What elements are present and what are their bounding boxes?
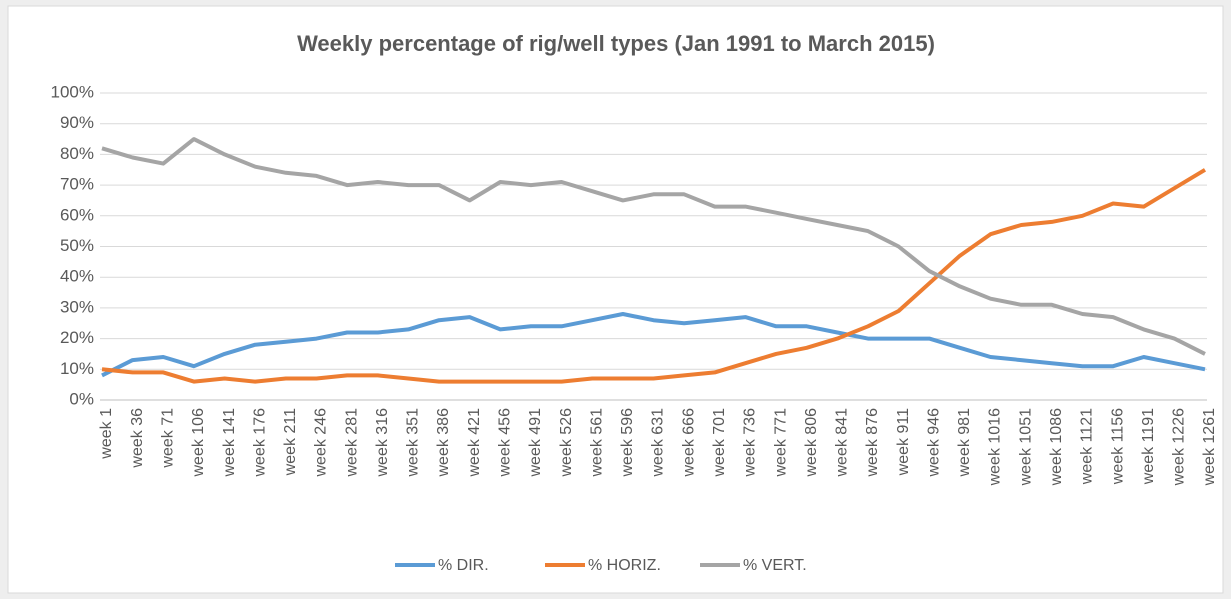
- x-tick-label: week 1086: [1048, 408, 1065, 486]
- y-tick-label: 60%: [60, 205, 94, 224]
- x-tick-label: week 106: [190, 408, 207, 478]
- y-tick-label: 20%: [60, 328, 94, 347]
- x-tick-label: week 771: [772, 408, 789, 478]
- x-tick-label: week 701: [711, 408, 728, 478]
- x-tick-label: week 1051: [1017, 408, 1034, 486]
- series-line: [101, 168, 1207, 384]
- x-tick-label: week 561: [588, 408, 605, 478]
- y-tick-label: 10%: [60, 359, 94, 378]
- x-tick-label: week 1121: [1079, 408, 1096, 485]
- x-tick-label: week 1261: [1201, 408, 1218, 486]
- x-tick-label: week 526: [558, 408, 575, 478]
- x-tick-label: week 981: [956, 408, 973, 478]
- x-tick-label: week 736: [742, 408, 759, 478]
- x-tick-label: week 176: [251, 408, 268, 478]
- x-tick-label: week 631: [650, 408, 667, 478]
- x-tick-label: week 211: [282, 408, 299, 476]
- x-tick-label: week 806: [803, 408, 820, 478]
- x-tick-label: week 911: [895, 408, 912, 476]
- x-tick-label: week 71: [159, 408, 176, 469]
- x-tick-label: week 246: [313, 408, 330, 478]
- series-line: [101, 312, 1206, 378]
- x-tick-label: week 876: [864, 408, 881, 478]
- x-tick-label: week 596: [619, 408, 636, 478]
- chart-area: [7, 5, 1224, 594]
- x-tick-label: week 491: [527, 408, 544, 478]
- legend-label: % DIR.: [438, 557, 489, 574]
- x-tick-label: week 1191: [1140, 408, 1157, 485]
- y-tick-label: 90%: [60, 113, 94, 132]
- x-tick-label: week 1156: [1109, 408, 1126, 485]
- chart-title: Weekly percentage of rig/well types (Jan…: [297, 31, 935, 56]
- x-tick-label: week 1: [98, 408, 115, 460]
- x-tick-label: week 1016: [987, 408, 1004, 486]
- x-tick-label: week 421: [466, 408, 483, 478]
- x-tick-label: week 386: [435, 408, 452, 478]
- legend-label: % HORIZ.: [588, 557, 661, 574]
- x-tick-label: week 281: [343, 408, 360, 478]
- x-tick-label: week 141: [221, 408, 238, 478]
- y-tick-label: 70%: [60, 175, 94, 194]
- y-tick-label: 80%: [60, 144, 94, 163]
- x-tick-label: week 946: [925, 408, 942, 478]
- y-tick-label: 100%: [51, 82, 94, 101]
- x-tick-label: week 841: [834, 408, 851, 478]
- y-tick-label: 0%: [69, 389, 94, 408]
- series-line: [101, 137, 1206, 356]
- x-tick-label: week 36: [129, 408, 146, 469]
- y-tick-label: 40%: [60, 267, 94, 286]
- y-tick-label: 50%: [60, 236, 94, 255]
- x-tick-label: week 666: [680, 408, 697, 478]
- x-tick-label: week 316: [374, 408, 391, 478]
- y-tick-label: 30%: [60, 297, 94, 316]
- x-tick-label: week 456: [497, 408, 514, 478]
- legend-label: % VERT.: [743, 557, 807, 574]
- x-tick-label: week 1226: [1171, 408, 1188, 486]
- x-tick-label: week 351: [405, 408, 422, 478]
